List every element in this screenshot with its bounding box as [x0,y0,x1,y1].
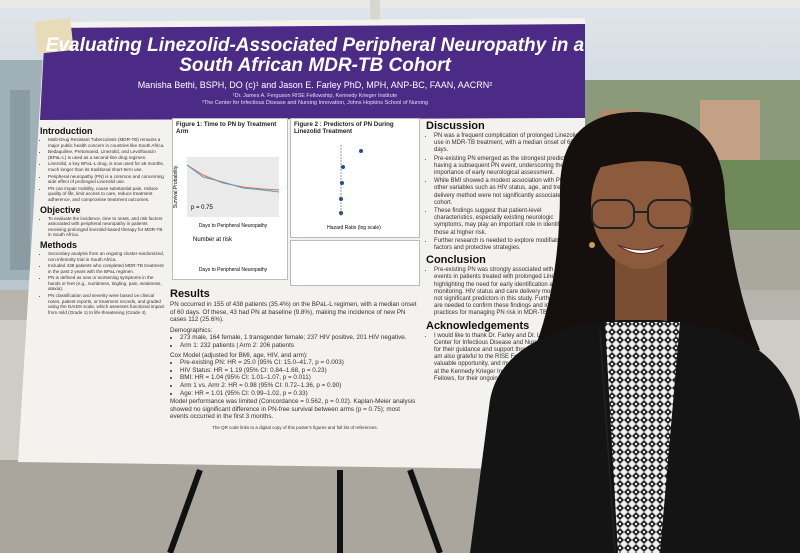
list: Pre-existing PN was strongly associated … [426,267,582,317]
list-item: Secondary analysis from an ongoing clust… [48,251,165,262]
list-item: HIV Status: HR = 1.19 (95% CI: 0.84–1.68… [180,367,420,375]
list-item: PN classification and severity were base… [48,293,165,315]
poster-title: Evaluating Linezolid-Associated Peripher… [45,35,585,76]
list-item: Bedaquiline, Pretomanid, Linezolid, and … [48,149,165,160]
list-item: ²The Center for Infectious Disease and N… [202,100,428,106]
list: Secondary analysis from an ongoing clust… [40,251,165,316]
figure-title: Figure 2 : Predictors of PN During Linez… [294,121,394,135]
list-item: These findings suggest that patient-leve… [434,208,582,237]
right-column: DiscussionPN was a frequent complication… [426,118,582,384]
list-item: PN was a frequent complication of prolon… [434,133,582,155]
figure-title: Figure 1: Time to PN by Treatment Arm [176,121,277,135]
list-item: Pre-existing PN emerged as the strongest… [434,156,582,178]
section: IntroductionMulti-Drug Resistant Tubercu… [40,126,165,203]
forest-plot: Hazard Ratio (log scale) [327,145,381,231]
list-item: Pre-existing PN was strongly associated … [434,267,582,317]
section: MethodsSecondary analysis from an ongoin… [40,240,165,316]
section-heading: Methods [40,239,77,250]
list-item: Peripheral neuropathy (PN) is a common a… [48,174,165,185]
list-item: PN can impair mobility, cause substantia… [48,186,165,203]
risk-title: Number at risk [193,237,233,243]
left-column: IntroductionMulti-Drug Resistant Tubercu… [40,124,165,316]
x-label: Days to Peripheral Neuropathy [199,267,268,273]
list: PN was a frequent complication of prolon… [426,133,582,252]
section: DiscussionPN was a frequent complication… [426,120,582,252]
list-item: Further research is needed to explore mo… [434,238,582,252]
x-label: Hazard Ratio (log scale) [327,225,381,231]
x-label: Days to Peripheral Neuropathy [199,223,268,229]
list-item: BMI: HR = 1.04 (95% CI: 1.01–1.07, p = 0… [180,374,420,382]
list-item: 273 male, 164 female, 1 transgender fema… [180,334,420,342]
table [290,240,420,286]
y-label: Survival Probability [173,165,179,208]
section-heading: Discussion [426,120,485,132]
list-item: Linezolid, a key BPaL-L drug, is now use… [48,161,165,172]
list-item: Arm 1 vs. Arm 2: HR = 0.98 (95% CI: 0.72… [180,382,420,390]
subheading: Cox Model (adjusted for BMI, age, HIV, a… [170,351,308,359]
section: ObjectiveTo evaluate the incidence, time… [40,205,165,238]
figure-1: Figure 1: Time to PN by Treatment Arm Su… [172,118,288,280]
results: Results PN occurred in 155 of 438 patien… [170,288,420,435]
list-item: Multi-Drug Resistant Tuberculosis (MDR-T… [48,137,165,148]
affiliations: ¹Dr. James A. Ferguson RISE Fellowship, … [45,93,585,107]
p-value: p = 0.75 [191,205,214,211]
paragraph: Model performance was limited (Concordan… [170,398,416,421]
list-item: Included 438 patients who completed MDR-… [48,263,165,274]
heading: Results [170,288,210,300]
list: 273 male, 164 female, 1 transgender fema… [170,334,420,349]
list-item: Pre-existing PN: HR = 25.0 (95% CI: 15.0… [180,359,420,367]
section-heading: Objective [40,204,81,215]
subheading: Demographics: [170,326,213,334]
authors: Manisha Bethi, BSPH, DO (c)¹ and Jason E… [137,80,493,90]
list-item: To evaluate the incidence, time to onset… [48,216,165,238]
list-item: Age: HR = 1.01 (95% CI: 0.99–1.02, p = 0… [180,390,420,398]
paragraph: PN occurred in 155 of 438 patients (35.4… [170,301,417,324]
km-plot: Survival Probability p = 0.75 Days to Pe… [173,157,280,273]
list-item: PN is defined as new or worsening sympto… [48,275,165,292]
section: ConclusionPre-existing PN was strongly a… [426,254,582,317]
figure-2: Figure 2 : Predictors of PN During Linez… [290,118,420,238]
list-item: ¹Dr. James A. Ferguson RISE Fellowship, … [232,93,398,99]
list: Multi-Drug Resistant Tuberculosis (MDR-T… [40,137,165,203]
note: The QR code links to a digital copy of t… [212,424,378,430]
section-heading: Conclusion [426,254,486,267]
list: To evaluate the incidence, time to onset… [40,216,165,238]
section-heading: Acknowledgements [426,319,530,332]
list: Pre-existing PN: HR = 25.0 (95% CI: 15.0… [170,359,420,397]
list-item: While BMI showed a modest association wi… [434,178,582,207]
list-item: Arm 1: 232 patients | Arm 2: 206 patient… [180,342,420,350]
section-heading: Introduction [40,126,93,136]
